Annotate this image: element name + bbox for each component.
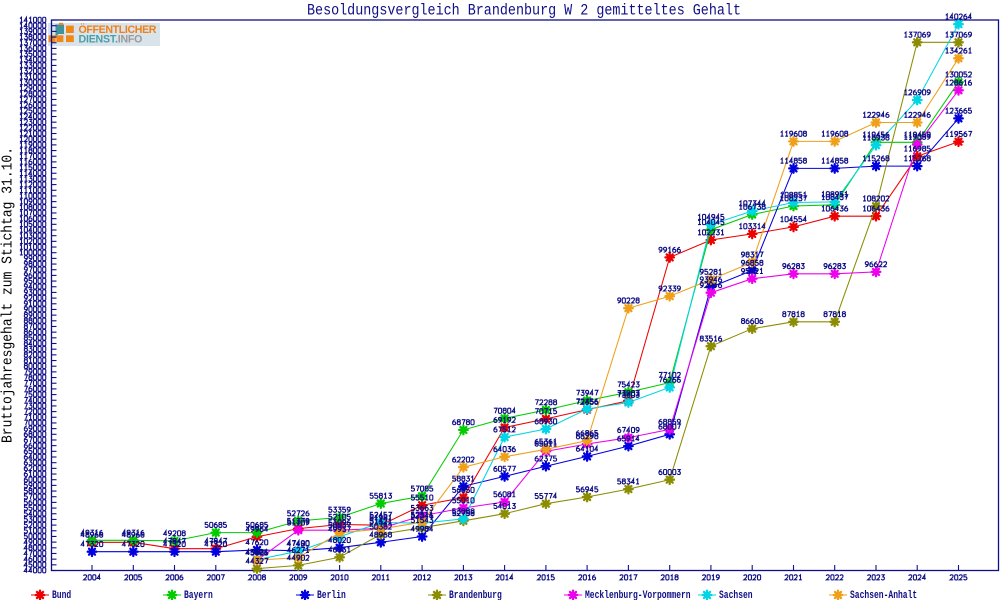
svg-text:Besoldungsvergleich Brandenbur: Besoldungsvergleich Brandenburg W 2 gemi… (307, 2, 741, 20)
svg-text:Bruttojahresgehalt zum Stichta: Bruttojahresgehalt zum Stichtag 31.10. (0, 147, 17, 443)
svg-text:Berlin: Berlin (317, 590, 346, 600)
svg-text:Sachsen: Sachsen (719, 590, 753, 600)
svg-text:Bayern: Bayern (184, 590, 213, 600)
svg-text:Brandenburg: Brandenburg (449, 590, 502, 600)
svg-text:Mecklenburg-Vorpommern: Mecklenburg-Vorpommern (585, 590, 691, 600)
svg-text:Bund: Bund (52, 590, 71, 600)
svg-text:DIENST.INFO: DIENST.INFO (79, 34, 143, 46)
svg-text:Sachsen-Anhalt: Sachsen-Anhalt (850, 590, 917, 600)
svg-text:ÖFFENTLICHER: ÖFFENTLICHER (79, 23, 157, 36)
